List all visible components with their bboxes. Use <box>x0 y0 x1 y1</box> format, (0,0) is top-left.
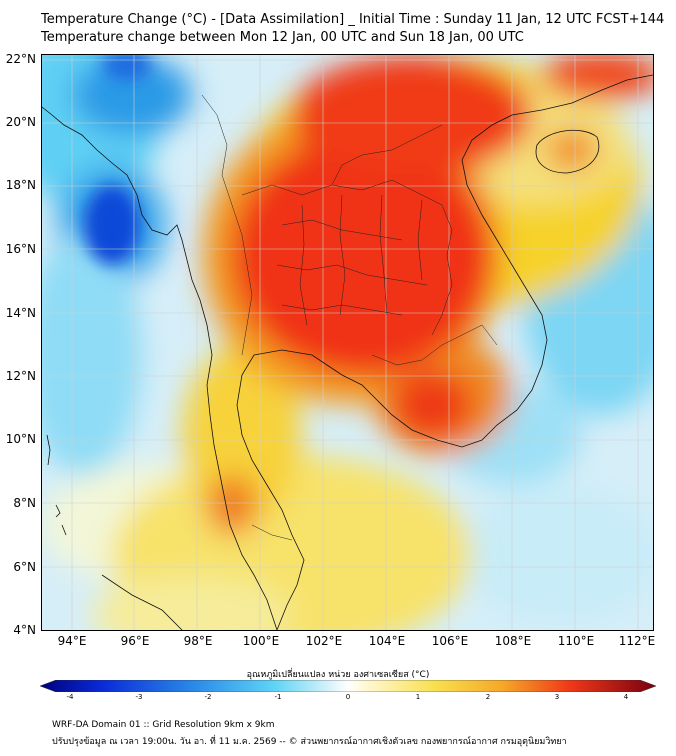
lon-label-104: 104°E <box>368 634 406 648</box>
colorbar-tick-m2: -2 <box>204 693 212 701</box>
footer-credit: ปรับปรุงข้อมูล ณ เวลา 19:00น. วัน อา. ที… <box>52 737 567 747</box>
coastlines <box>42 74 653 630</box>
temperature-change-map <box>41 54 654 631</box>
lon-label-112: 112°E <box>618 634 656 648</box>
colorbar-tick-1: 1 <box>415 693 421 701</box>
lon-label-108: 108°E <box>494 634 532 648</box>
lon-label-94: 94°E <box>57 634 87 648</box>
footer-model-info: WRF-DA Domain 01 :: Grid Resolution 9km … <box>52 720 275 730</box>
lat-label-6: 6°N <box>13 560 36 574</box>
colorbar <box>40 680 656 692</box>
lat-label-12: 12°N <box>5 369 36 383</box>
lat-label-10: 10°N <box>5 432 36 446</box>
colorbar-tick-4: 4 <box>623 693 629 701</box>
colorbar-tick-3: 3 <box>554 693 560 701</box>
lat-label-14: 14°N <box>5 306 36 320</box>
map-title: Temperature Change (°C) - [Data Assimila… <box>41 12 665 27</box>
lat-label-20: 20°N <box>5 115 36 129</box>
colorbar-gradient <box>40 680 656 692</box>
lon-label-100: 100°E <box>242 634 280 648</box>
lat-label-4: 4°N <box>13 623 36 637</box>
lat-label-22: 22°N <box>5 52 36 66</box>
lon-label-98: 98°E <box>183 634 213 648</box>
gridlines <box>42 55 653 630</box>
lon-label-96: 96°E <box>120 634 150 648</box>
lon-label-106: 106°E <box>431 634 469 648</box>
lat-label-8: 8°N <box>13 496 36 510</box>
map-canvas <box>42 55 653 630</box>
lon-label-110: 110°E <box>557 634 595 648</box>
lat-label-18: 18°N <box>5 178 36 192</box>
lat-label-16: 16°N <box>5 242 36 256</box>
colorbar-tick-m4: -4 <box>66 693 74 701</box>
colorbar-tick-m1: -1 <box>274 693 282 701</box>
lon-label-102: 102°E <box>305 634 343 648</box>
colorbar-tick-2: 2 <box>485 693 491 701</box>
colorbar-tick-0: 0 <box>345 693 351 701</box>
country-borders <box>201 94 498 541</box>
colorbar-tick-m3: -3 <box>135 693 143 701</box>
map-subtitle: Temperature change between Mon 12 Jan, 0… <box>41 30 524 45</box>
colorbar-title: อุณหภูมิเปลี่ยนแปลง หน่วย องศาเซลเซียส (… <box>246 670 430 680</box>
temperature-field <box>42 55 653 630</box>
